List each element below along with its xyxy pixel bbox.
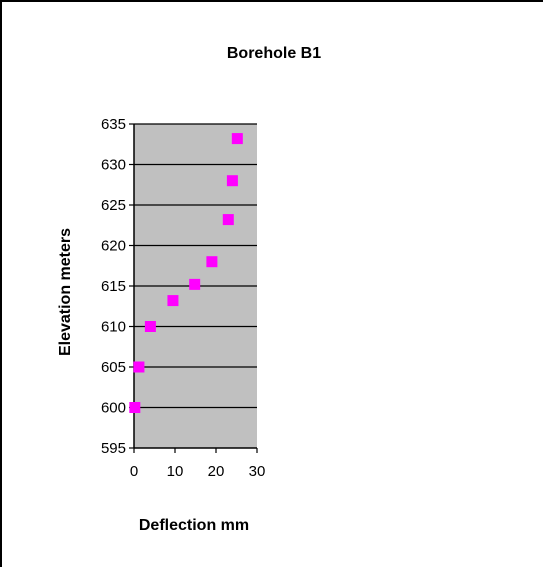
y-tick-label-595: 595 — [101, 440, 126, 457]
y-tick-label-600: 600 — [101, 400, 126, 417]
y-axis-label: Elevation meters — [57, 228, 74, 356]
x-tick-label-30: 30 — [249, 463, 266, 480]
data-point-0-5 — [206, 256, 218, 268]
data-point-0-0 — [129, 402, 141, 413]
data-point-0-6 — [222, 214, 234, 226]
y-ticks: 595 600 605 610 615 620 625 630 635 — [101, 116, 134, 457]
chart-title: Borehole B1 — [227, 45, 321, 62]
data-point-0-1 — [133, 361, 145, 373]
data-point-0-4 — [189, 278, 201, 290]
data-point-0-7 — [226, 175, 238, 187]
x-ticks: 0 10 20 30 — [130, 448, 266, 480]
y-tick-label-635: 635 — [101, 116, 126, 133]
y-tick-label-605: 605 — [101, 359, 126, 376]
y-tick-label-620: 620 — [101, 238, 126, 255]
y-tick-label-615: 615 — [101, 278, 126, 295]
data-point-0-8 — [231, 133, 243, 145]
y-tick-label-610: 610 — [101, 319, 126, 336]
x-tick-label-0: 0 — [130, 463, 138, 480]
x-axis-label: Deflection mm — [139, 517, 249, 534]
data-point-0-2 — [144, 321, 156, 332]
y-tick-label-630: 630 — [101, 157, 126, 174]
x-tick-label-10: 10 — [167, 463, 184, 480]
data-points — [129, 133, 243, 413]
data-point-0-3 — [167, 295, 179, 307]
y-tick-label-625: 625 — [101, 197, 126, 214]
x-tick-label-20: 20 — [208, 463, 225, 480]
